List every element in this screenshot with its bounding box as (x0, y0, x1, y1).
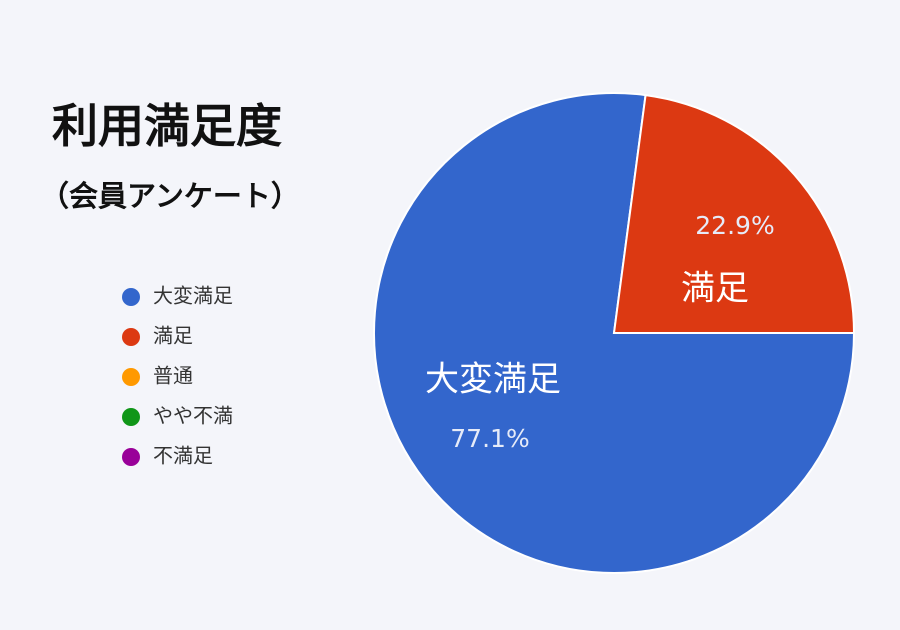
legend-marker (122, 408, 140, 426)
legend-label: やや不満 (153, 404, 233, 428)
legend-marker (122, 288, 140, 306)
legend-marker (122, 328, 140, 346)
slice-category-label: 大変満足 (425, 360, 561, 400)
slice-value-label: 22.9% (695, 211, 774, 240)
legend-label: 大変満足 (153, 284, 233, 308)
slice-category-label: 満足 (681, 269, 749, 309)
legend-label: 満足 (153, 324, 193, 348)
legend-label: 普通 (153, 364, 193, 388)
legend-marker (122, 368, 140, 386)
legend-label: 不満足 (153, 444, 213, 468)
slice-value-label: 77.1% (450, 424, 529, 453)
pie-slice (612, 93, 856, 334)
chart-subtitle: （会員アンケート） (40, 179, 300, 213)
chart-title: 利用満足度 (52, 99, 282, 153)
legend-marker (122, 448, 140, 466)
